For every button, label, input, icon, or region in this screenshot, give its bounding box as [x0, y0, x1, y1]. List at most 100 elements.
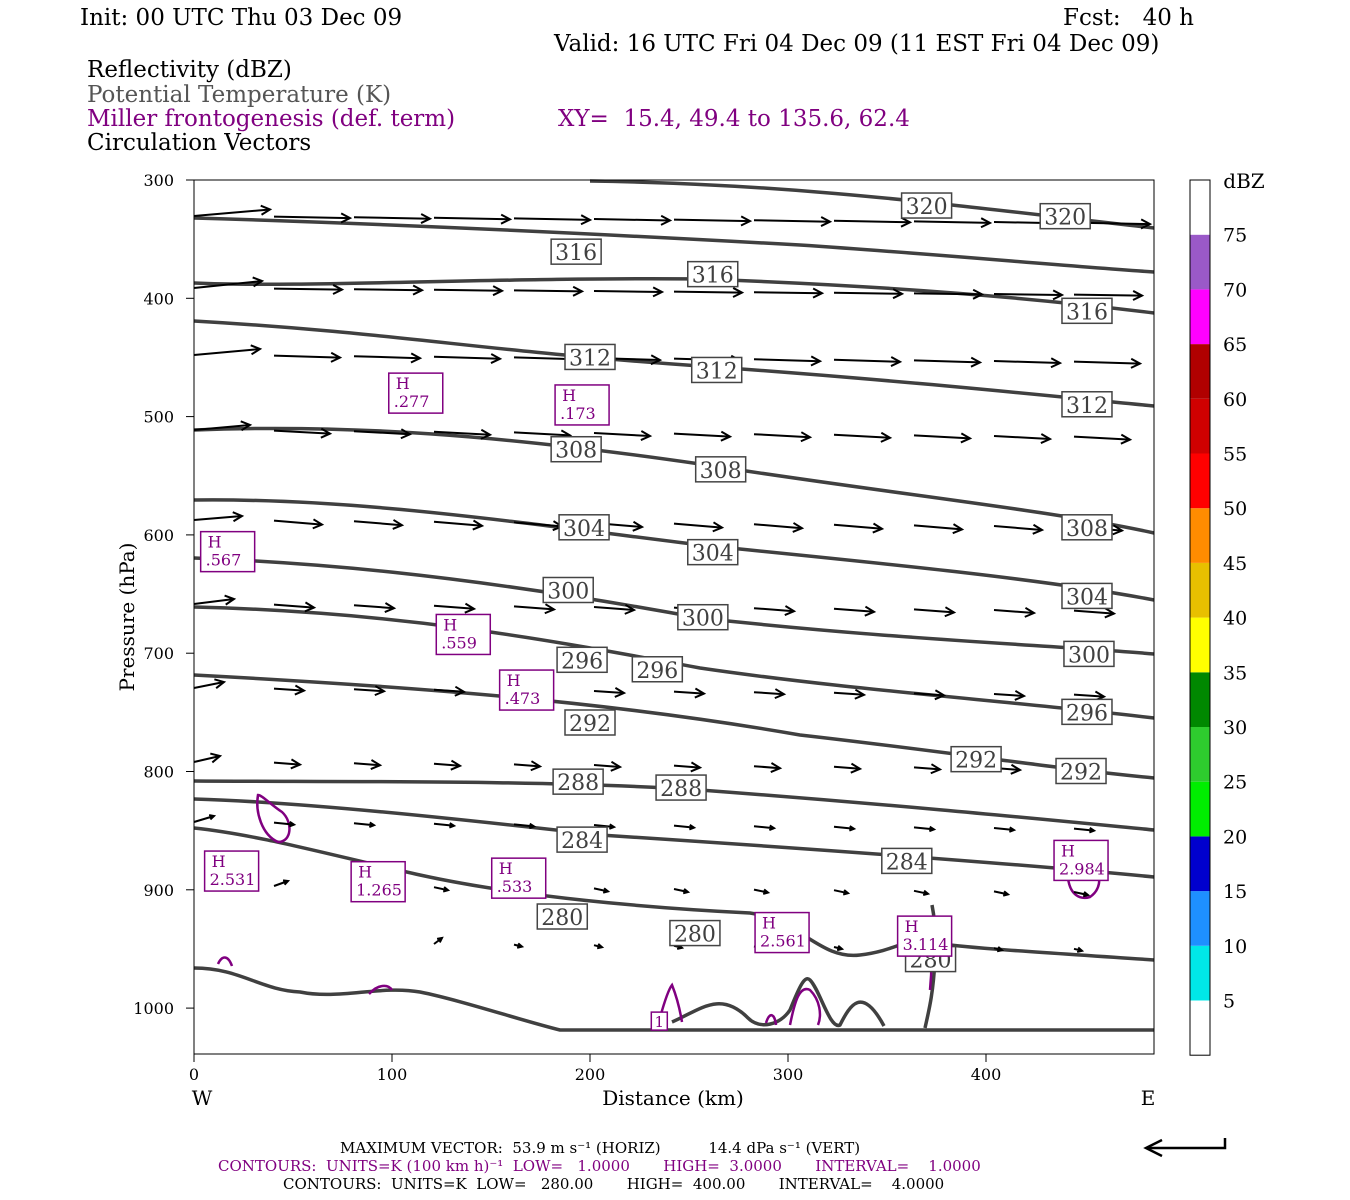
circulation-vector-head — [448, 822, 457, 829]
circulation-vector — [833, 358, 901, 363]
circulation-vector — [993, 435, 1051, 440]
circulation-vector-head — [972, 288, 985, 300]
frontogenesis-contour-line — [368, 984, 394, 995]
circulation-vector — [513, 431, 571, 437]
theta-label-box — [558, 514, 610, 541]
cross-section-endpoints: XY= 15.4, 49.4 to 135.6, 62.4 — [558, 106, 910, 132]
theta-label-box — [881, 847, 933, 875]
colorbar-label: 70 — [1223, 279, 1247, 301]
circulation-vector-head — [210, 752, 223, 764]
circulation-vector — [353, 288, 423, 292]
circulation-vector-head — [1040, 433, 1053, 444]
circulation-vector — [513, 289, 583, 293]
fronto-max-marker: H — [507, 671, 521, 690]
y-tick-label: 300 — [143, 171, 174, 190]
field-potential-temperature: Potential Temperature (K) — [87, 82, 392, 108]
theta-label-box — [677, 603, 729, 631]
theta-label-box — [1061, 297, 1113, 325]
colorbar-swatch — [1190, 672, 1210, 727]
circulation-vector-head — [528, 822, 537, 830]
fronto-max-value: 2.531 — [210, 870, 256, 889]
circulation-vector-head — [332, 284, 345, 295]
colorbar-swatch — [1190, 836, 1210, 892]
fronto-max-marker: H — [562, 386, 576, 405]
circulation-vector-head — [290, 758, 303, 770]
circulation-vector — [513, 763, 541, 768]
circulation-vector-head — [596, 943, 605, 950]
circulation-vector — [593, 824, 615, 828]
circulation-vector-head — [516, 942, 525, 949]
circulation-vector-head — [632, 520, 645, 532]
theta-label-box — [1039, 202, 1091, 230]
colorbar-swatch — [1190, 891, 1210, 946]
circulation-vector-head — [312, 518, 325, 530]
theta-label-box — [536, 903, 589, 930]
y-axis-label: Pressure (hPa) — [115, 543, 139, 692]
circulation-vector-head — [368, 821, 377, 828]
circulation-vector — [673, 290, 743, 294]
circulation-vector — [673, 522, 723, 529]
fronto-max-marker: H — [208, 533, 222, 552]
fronto-max-box — [498, 669, 555, 711]
circulation-vector — [193, 280, 263, 289]
circulation-vector — [353, 430, 411, 436]
colorbar-swatch — [1190, 234, 1210, 290]
fronto-max-marker: H — [499, 859, 513, 878]
circulation-vector-head — [922, 889, 931, 897]
circulation-vector-head — [490, 353, 503, 364]
circulation-vector-head — [580, 214, 593, 226]
theta-contour-line — [193, 319, 1155, 408]
theta-label: 316 — [692, 264, 734, 289]
circulation-vector — [673, 218, 751, 223]
x-tick-label: 100 — [377, 1065, 408, 1084]
circulation-vector — [833, 607, 875, 613]
theta-contour-line — [193, 605, 1155, 720]
circulation-vector-head — [340, 212, 353, 224]
colorbar-frame — [1189, 179, 1211, 1056]
circulation-vector-head — [650, 354, 663, 366]
circulation-vector — [433, 886, 449, 892]
theta-label: 300 — [547, 580, 589, 605]
colorbar-label: 10 — [1223, 936, 1247, 958]
forecast-hour: Fcst: 40 h — [1063, 5, 1194, 31]
circulation-vector — [753, 825, 775, 830]
circulation-vector — [913, 220, 991, 224]
theta-label-box — [1061, 514, 1113, 541]
circulation-vector — [433, 355, 501, 360]
circulation-vector-head — [610, 760, 623, 772]
fronto-contour-label-box — [650, 1011, 669, 1031]
fronto-max-box — [490, 857, 547, 899]
fronto-max-box — [203, 850, 260, 892]
y-tick-label: 900 — [143, 881, 174, 900]
circulation-vector-head — [1002, 890, 1011, 897]
theta-contour-line — [193, 498, 1155, 602]
colorbar-label: 60 — [1223, 389, 1247, 411]
circulation-vector — [833, 219, 911, 224]
circulation-vector — [433, 216, 511, 221]
fronto-contour-note: CONTOURS: UNITS=K (100 km h)⁻¹ LOW= 1.00… — [218, 1157, 981, 1175]
theta-label-box — [900, 192, 953, 219]
theta-label-box — [694, 456, 747, 483]
circulation-vector — [353, 355, 421, 360]
fronto-max-marker: H — [358, 863, 372, 882]
circulation-vector-head — [464, 602, 477, 614]
circulation-vector — [913, 826, 935, 831]
theta-label: 300 — [682, 607, 724, 632]
circulation-vector-head — [1120, 433, 1133, 445]
circulation-vector-head — [480, 428, 493, 440]
theta-label-box — [564, 709, 616, 736]
fronto-max-value: 2.561 — [760, 932, 806, 951]
y-tick-label: 600 — [143, 526, 174, 545]
fronto-max-value: .473 — [505, 689, 541, 708]
theta-label: 312 — [696, 359, 738, 384]
circulation-vector — [673, 432, 731, 438]
circulation-vector-head — [784, 605, 797, 616]
theta-label-box — [550, 435, 602, 463]
circulation-vector-head — [762, 888, 771, 895]
circulation-vector — [1073, 891, 1089, 896]
fronto-max-marker: H — [905, 917, 919, 936]
fronto-max-value: .559 — [441, 633, 477, 652]
circulation-vector-head — [720, 430, 733, 442]
theta-contours — [193, 179, 1155, 1032]
circulation-vector-head — [1132, 290, 1145, 301]
